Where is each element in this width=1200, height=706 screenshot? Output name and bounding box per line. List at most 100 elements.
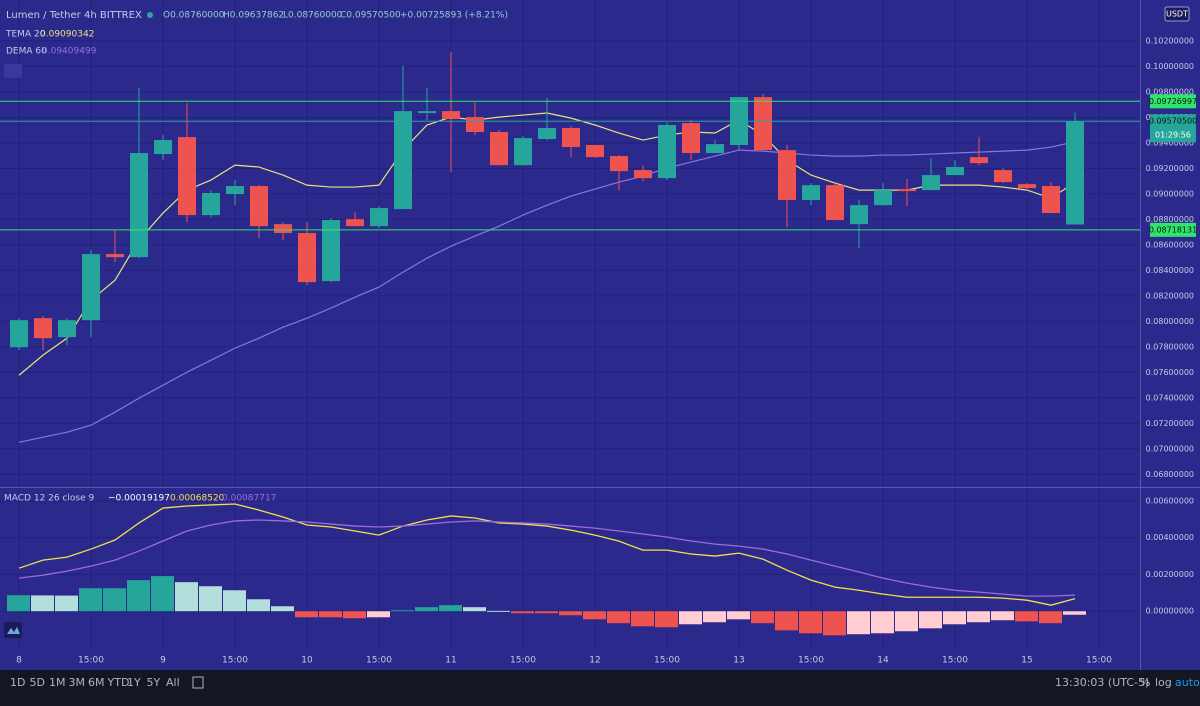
y-tick-label: 0.08200000 xyxy=(1146,291,1194,300)
candle-body xyxy=(514,138,532,166)
candle-body xyxy=(490,132,508,166)
macd-value: 0.00068520 xyxy=(170,494,225,504)
candle-body xyxy=(130,153,148,258)
candle-body xyxy=(802,185,820,201)
histogram-bar xyxy=(703,611,726,623)
background xyxy=(0,0,1200,670)
histogram-bar xyxy=(127,580,150,612)
y-tick-label: 0.07400000 xyxy=(1146,393,1194,402)
candle-body xyxy=(826,185,844,221)
range-button[interactable]: 1D xyxy=(10,676,25,689)
histogram-bar xyxy=(919,611,942,629)
ohlc-low: L0.08760000 xyxy=(283,11,343,21)
ohlc-close: C0.09570500 xyxy=(340,11,401,21)
candle-body xyxy=(34,318,52,339)
x-tick-label: 14 xyxy=(877,656,889,666)
ohlc-high: H0.09637862 xyxy=(223,11,284,21)
date-range-button[interactable] xyxy=(192,676,204,689)
histogram-bar xyxy=(223,590,246,612)
legend-value: 0.09090342 xyxy=(40,30,94,40)
candle-body xyxy=(274,224,292,234)
auto-toggle[interactable]: auto xyxy=(1175,676,1200,689)
candle-body xyxy=(58,320,76,338)
candle-body xyxy=(778,150,796,201)
range-button[interactable]: YTD xyxy=(107,676,130,689)
histogram-bar xyxy=(367,611,390,618)
histogram-bar xyxy=(79,588,102,612)
candle-body xyxy=(946,167,964,176)
y-tick-label: 0.08000000 xyxy=(1146,317,1194,326)
macd-hist-value: −0.00019197 xyxy=(108,494,170,504)
candle-body xyxy=(586,145,604,158)
indicator-line xyxy=(18,141,1076,443)
log-toggle[interactable]: log xyxy=(1155,676,1172,689)
candle-body xyxy=(706,144,724,154)
histogram-bar xyxy=(799,611,822,634)
candle-body xyxy=(394,111,412,210)
countdown: 01:29:56 xyxy=(1155,131,1191,140)
candle-body xyxy=(1066,121,1084,225)
histogram-bar xyxy=(295,611,318,618)
indicator-line xyxy=(18,519,1076,597)
y-tick-label: 0.00200000 xyxy=(1146,570,1194,579)
range-button[interactable]: 5D xyxy=(30,676,45,689)
histogram-bar xyxy=(343,611,366,619)
histogram-bar xyxy=(151,576,174,612)
candle-body xyxy=(82,254,100,321)
histogram-bar xyxy=(895,611,918,632)
histogram-bar xyxy=(607,611,630,624)
y-tick-label: 0.00400000 xyxy=(1146,533,1194,542)
candle-body xyxy=(754,97,772,151)
candle-body xyxy=(466,117,484,133)
histogram-bar xyxy=(487,610,510,612)
range-button[interactable]: 1M xyxy=(49,676,66,689)
x-tick-label: 15:00 xyxy=(222,656,248,666)
logo xyxy=(4,622,22,638)
range-button[interactable]: 5Y xyxy=(147,676,161,689)
histogram-bar xyxy=(823,611,846,636)
candle-body xyxy=(370,208,388,227)
candle-body xyxy=(658,124,676,179)
ohlc-change: +0.00725893 (+8.21%) xyxy=(400,11,508,21)
range-button[interactable]: 3M xyxy=(69,676,86,689)
histogram-bar xyxy=(727,611,750,620)
collapse-button[interactable] xyxy=(4,64,22,78)
status-dot xyxy=(147,12,153,18)
candle-body xyxy=(346,219,364,227)
histogram-bar xyxy=(199,586,222,612)
y-tick-label: 0.08600000 xyxy=(1146,240,1194,249)
histogram-bar xyxy=(583,611,606,620)
histogram-bar xyxy=(1039,611,1062,624)
y-tick-label: 0.07200000 xyxy=(1146,419,1194,428)
symbol: Lumen / Tether 4h BITTREX xyxy=(6,10,142,21)
histogram-bar xyxy=(943,611,966,625)
x-tick-label: 15:00 xyxy=(654,656,680,666)
range-button[interactable]: All xyxy=(166,676,180,689)
histogram-bar xyxy=(967,611,990,623)
candle-body xyxy=(874,190,892,206)
y-tick-label: 0.07600000 xyxy=(1146,368,1194,377)
x-tick-label: 15:00 xyxy=(78,656,104,666)
histogram-bar xyxy=(847,611,870,635)
histogram-bar xyxy=(439,605,462,612)
macd-title: MACD 12 26 close 9 xyxy=(4,494,95,504)
x-tick-label: 15:00 xyxy=(798,656,824,666)
x-tick-label: 15:00 xyxy=(942,656,968,666)
histogram-bar xyxy=(679,611,702,625)
histogram-bar xyxy=(775,611,798,631)
signal-value: 0.00087717 xyxy=(222,494,276,504)
currency-box[interactable] xyxy=(1164,6,1190,22)
legend-name: TEMA 20 xyxy=(5,30,46,40)
ohlc-open: O0.08760000 xyxy=(163,11,225,21)
plot: 8 15:00 9 15:00 10 15:00 11 15:00 12 15:00 13 15:00… xyxy=(0,0,1197,666)
candle-body xyxy=(202,193,220,216)
percent-toggle[interactable]: % xyxy=(1140,676,1150,689)
range-button[interactable]: 6M xyxy=(88,676,105,689)
range-button[interactable]: 1Y xyxy=(127,676,141,689)
candle-body xyxy=(994,170,1012,183)
y-tick-label: 0.10200000 xyxy=(1146,37,1194,46)
toolbar-items: 13:30:03 (UTC-5) % log auto 1D 5D 1M 3M 6M YT… xyxy=(10,676,1200,689)
candle-body xyxy=(610,156,628,172)
